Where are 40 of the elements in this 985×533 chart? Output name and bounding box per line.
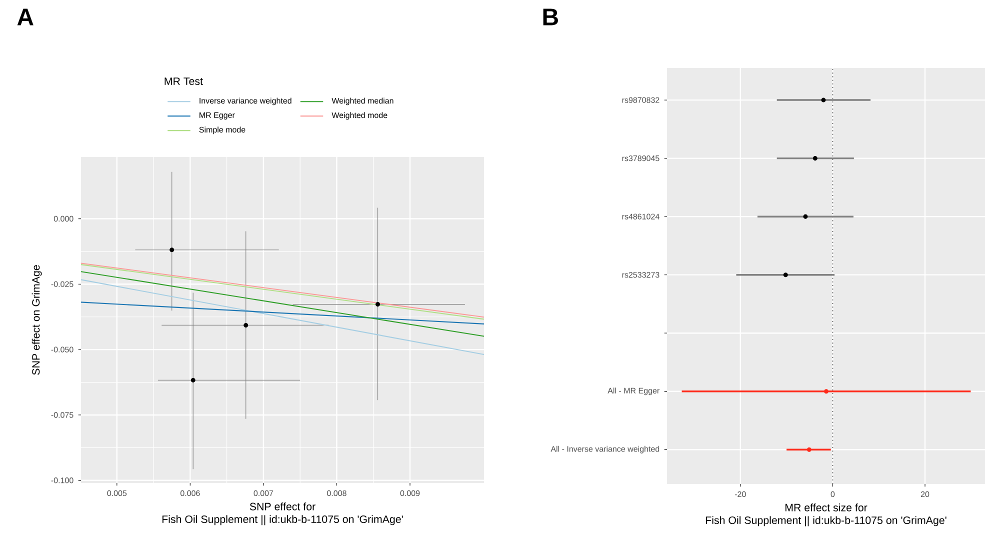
- y-tick-label: rs2533273: [622, 272, 660, 278]
- y-tick-label: -0.050: [51, 346, 74, 352]
- y-tick-label: -0.075: [51, 412, 74, 418]
- legend-label: Inverse variance weighted: [200, 98, 292, 106]
- y-tick-label: -0.025: [51, 281, 74, 287]
- legend-label: Weighted median: [332, 98, 394, 106]
- x-tick-label: 0.006: [180, 490, 200, 496]
- point: [170, 248, 174, 252]
- point: [244, 322, 248, 328]
- point: [190, 378, 196, 382]
- point: [803, 214, 808, 219]
- y-tick-label: rs4861024: [622, 214, 660, 220]
- point: [806, 447, 812, 452]
- x-tick-label: 0: [830, 491, 835, 498]
- legend-label: MR Egger: [200, 112, 235, 120]
- y-tick-label: rs9870832: [622, 97, 660, 103]
- point: [783, 272, 788, 278]
- x-axis-title: MR effect size for Fish Oil Supplement || id:ukb-b-11075 on 'GrimAge': [706, 504, 946, 526]
- x-tick-label: 0.007: [254, 490, 274, 496]
- legend-label: Simple mode: [199, 126, 246, 134]
- point: [812, 156, 818, 161]
- x-tick-label: 0.005: [107, 490, 127, 496]
- y-tick-label: 0.000: [54, 216, 74, 222]
- y-tick-label: All - Inverse variance weighted: [550, 446, 660, 454]
- legend-label: Weighted mode: [332, 112, 388, 120]
- point: [375, 302, 380, 307]
- y-axis-title: SNP effect on GrimAge: [32, 265, 42, 375]
- point: [824, 389, 829, 394]
- chart-title: A: [17, 8, 34, 26]
- y-tick-label: -0.100: [51, 478, 74, 484]
- x-tick-label: 20: [920, 491, 930, 498]
- point: [821, 98, 826, 102]
- x-axis-title: SNP effect for Fish Oil Supplement || id:ukb-b-11075 on 'GrimAge': [162, 502, 403, 526]
- y-tick-label: All - MR Egger: [608, 388, 660, 396]
- x-tick-label: -20: [734, 491, 746, 498]
- legend-title: MR Test: [164, 78, 203, 86]
- x-tick-label: 0.008: [327, 490, 346, 496]
- chart-title: B: [543, 8, 558, 26]
- y-tick-label: rs3789045: [622, 155, 660, 162]
- x-tick-label: 0.009: [400, 490, 420, 496]
